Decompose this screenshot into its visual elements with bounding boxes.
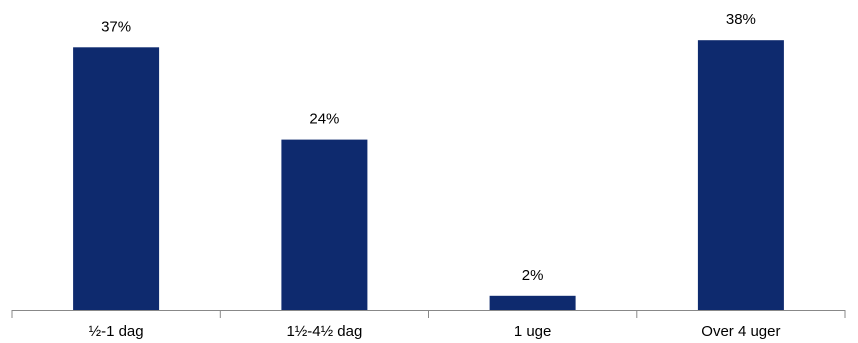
bar-value-label: 37%	[101, 18, 131, 35]
bar-value-label: 38%	[726, 11, 756, 28]
bar	[489, 295, 576, 310]
bar	[697, 40, 784, 310]
x-tick-label: Over 4 uger	[701, 323, 780, 340]
bar-value-label: 24%	[309, 111, 339, 128]
x-axis	[11, 310, 846, 318]
x-tick-label: ½-1 dag	[89, 323, 144, 340]
x-tick-label: 1½-4½ dag	[286, 323, 362, 340]
x-tick-label: 1 uge	[514, 323, 552, 340]
bar-value-label: 2%	[522, 267, 544, 284]
bar	[73, 47, 160, 311]
x-tick-labels-group: ½-1 dag 1½-4½ dag 1 uge Over 4 uger	[89, 323, 781, 340]
bars-group	[73, 40, 784, 311]
bar	[281, 139, 368, 310]
value-labels-group: 37% 24% 2% 38%	[101, 11, 756, 284]
